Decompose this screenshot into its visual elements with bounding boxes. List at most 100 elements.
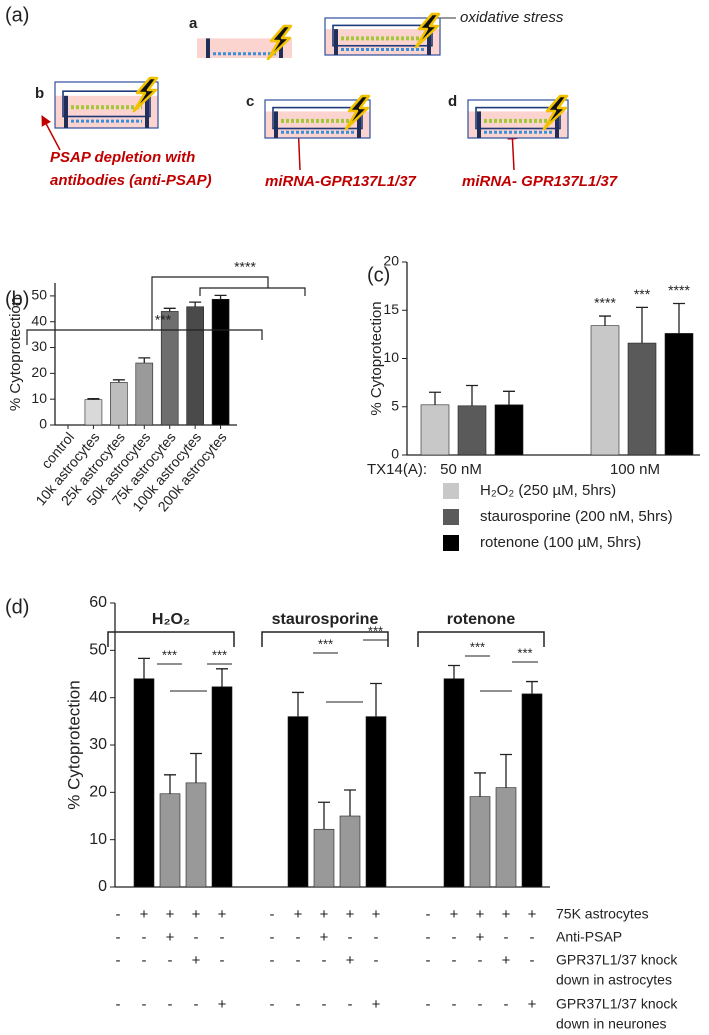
y-axis-label: % Cytoprotection xyxy=(368,301,385,415)
group-label: rotenone xyxy=(447,611,516,628)
error-bar xyxy=(500,753,512,788)
annotation: miRNA-GPR137L1/37 xyxy=(265,173,417,190)
condition-sign: - xyxy=(478,952,483,969)
y-tick-label: 10 xyxy=(383,349,399,365)
legend-label: rotenone (100 µM, 5hrs) xyxy=(480,534,641,551)
condition-label: 75K astrocytes xyxy=(556,906,649,922)
condition-sign: - xyxy=(116,996,121,1013)
y-axis-label: % Cytoprotection xyxy=(64,680,83,809)
condition-sign: - xyxy=(194,929,199,946)
bar xyxy=(211,298,230,426)
x-category-label: 100 nM xyxy=(610,461,660,478)
significance-label: *** xyxy=(517,645,532,660)
condition-sign: + xyxy=(218,906,227,923)
condition-sign: - xyxy=(270,929,275,946)
error-bar xyxy=(138,657,150,679)
condition-sign: - xyxy=(142,929,147,946)
significance-label: **** xyxy=(234,259,256,275)
well-outline xyxy=(324,17,441,56)
well-outline xyxy=(467,99,569,139)
y-tick-label: 10 xyxy=(31,390,47,406)
group-label: H₂O₂ xyxy=(152,611,190,628)
legend-label: staurosporine (200 nM, 5hrs) xyxy=(480,508,673,525)
bar xyxy=(84,399,103,426)
significance-label: *** xyxy=(212,647,227,662)
panel-label: (c) xyxy=(367,264,390,286)
error-bar xyxy=(318,801,330,830)
condition-sign: - xyxy=(348,929,353,946)
condition-sign: - xyxy=(452,929,457,946)
arrow xyxy=(41,115,61,151)
condition-sign: + xyxy=(528,996,537,1013)
bar xyxy=(443,678,465,888)
condition-sign: - xyxy=(426,906,431,923)
condition-sign: + xyxy=(372,996,381,1013)
well-label: d xyxy=(448,93,457,110)
well-outline xyxy=(264,99,371,139)
condition-sign: - xyxy=(426,929,431,946)
condition-sign: - xyxy=(270,952,275,969)
error-bar xyxy=(190,752,202,783)
bar xyxy=(494,404,524,456)
error-bar xyxy=(163,307,176,312)
insert xyxy=(62,90,151,118)
lightning-bolt xyxy=(266,24,293,61)
well-label: a xyxy=(189,15,198,32)
error-bar xyxy=(636,306,648,344)
bar xyxy=(160,311,179,426)
significance-label: *** xyxy=(368,623,383,638)
condition-sign: + xyxy=(218,996,227,1013)
condition-sign: + xyxy=(320,929,329,946)
condition-sign: - xyxy=(116,906,121,923)
error-bar xyxy=(87,398,100,400)
error-bar xyxy=(164,774,176,794)
lightning-bolt xyxy=(542,94,569,131)
error-bar xyxy=(216,668,228,687)
y-tick-label: 20 xyxy=(383,253,399,269)
post xyxy=(555,111,559,138)
condition-sign: - xyxy=(296,929,301,946)
error-bar xyxy=(189,301,202,307)
post xyxy=(206,38,210,58)
post xyxy=(477,111,481,138)
bar xyxy=(133,678,155,888)
significance-bracket xyxy=(26,329,263,345)
bar xyxy=(211,686,233,888)
significance-label: **** xyxy=(594,295,616,311)
panel-label: (b) xyxy=(5,288,29,310)
condition-sign: + xyxy=(166,929,175,946)
condition-sign: - xyxy=(220,952,225,969)
y-axis-label: % Cytoprotection xyxy=(7,297,24,411)
significance-label: *** xyxy=(162,647,177,662)
y-tick-label: 60 xyxy=(89,594,107,611)
condition-sign: + xyxy=(346,906,355,923)
lightning-bolt xyxy=(344,94,371,131)
condition-sign: - xyxy=(348,996,353,1013)
x-axis-label: TX14(A): xyxy=(367,461,427,478)
condition-label: Anti-PSAP xyxy=(556,929,622,945)
condition-sign: - xyxy=(116,929,121,946)
condition-sign: - xyxy=(270,906,275,923)
condition-label: GPR37L1/37 knock xyxy=(556,996,678,1012)
significance-label: *** xyxy=(470,639,485,654)
y-tick-label: 30 xyxy=(31,338,47,354)
condition-sign: + xyxy=(192,952,201,969)
error-bar xyxy=(673,302,685,334)
condition-sign: - xyxy=(452,952,457,969)
y-tick-label: 30 xyxy=(89,736,107,753)
y-tick-label: 0 xyxy=(391,446,399,462)
bar xyxy=(457,405,487,456)
legend-swatch xyxy=(443,509,459,525)
post xyxy=(64,95,68,128)
condition-sign: - xyxy=(452,996,457,1013)
condition-sign: - xyxy=(530,952,535,969)
error-bar xyxy=(526,680,538,694)
condition-sign: - xyxy=(374,929,379,946)
y-tick-label: 20 xyxy=(31,364,47,380)
bar xyxy=(590,325,620,456)
condition-sign: - xyxy=(504,929,509,946)
condition-sign: - xyxy=(322,996,327,1013)
annotation: PSAP depletion with xyxy=(50,149,195,166)
post xyxy=(357,111,361,138)
